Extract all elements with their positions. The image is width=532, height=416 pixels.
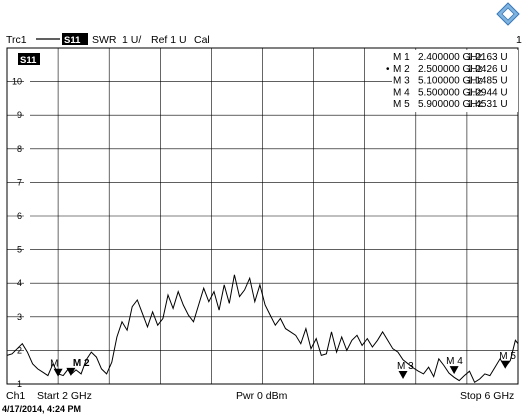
y-tick-label: 5 (17, 245, 22, 255)
marker-table-value: 1.2163 U (467, 52, 508, 63)
param-badge-text: S11 (64, 35, 81, 46)
marker-table-frequency: 2.400000 GHz (418, 52, 483, 63)
marker-table-id: M 2 (393, 64, 410, 75)
marker-triangle (53, 368, 63, 377)
y-tick-label: 2 (17, 345, 22, 355)
y-tick-label: 3 (17, 312, 22, 322)
trace-name: Trc1 (6, 34, 27, 46)
marker-table-frequency: 2.500000 GHz (418, 64, 483, 75)
marker-triangle (449, 366, 459, 375)
y-tick-labels: 2 3 4 5 6 7 8 9 10 1 (12, 77, 30, 389)
marker-table-value: 1.2944 U (467, 87, 508, 98)
y-tick-label: 4 (17, 278, 22, 288)
marker-table-value: 1.4531 U (467, 99, 508, 110)
trace-s11 (6, 274, 519, 384)
channel-label: Ch1 (6, 390, 25, 402)
markers: M M 2 M 3 M 4 M 5 (50, 351, 516, 380)
marker-table-id: M 5 (393, 99, 410, 110)
marker-table-id: M 4 (393, 87, 410, 98)
trace-ref: Ref 1 U (151, 34, 187, 46)
marker-label: M 2 (73, 358, 90, 369)
plot-param-badge (18, 53, 40, 65)
y-tick-label: 1 (17, 379, 22, 389)
channel-number: 1 (516, 34, 522, 46)
marker-label: M 4 (446, 356, 463, 367)
trace-scale: 1 U/ (122, 34, 141, 46)
power-level: Pwr 0 dBm (236, 390, 288, 402)
marker-table-id: M 1 (393, 52, 410, 63)
marker-table-id: M 3 (393, 76, 410, 87)
y-tick-label: 8 (17, 144, 22, 154)
marker-table-frequency: 5.500000 GHz (418, 87, 483, 98)
plot-param-text: S11 (20, 55, 37, 66)
marker-table-value: 1.2426 U (467, 64, 508, 75)
marker-table-frequency: 5.900000 GHz (418, 99, 483, 110)
stop-frequency: Stop 6 GHz (460, 390, 514, 402)
start-frequency: Start 2 GHz (37, 390, 92, 402)
marker-triangle (398, 371, 408, 380)
cal-status: Cal (194, 34, 210, 46)
marker-label: M (50, 359, 58, 370)
trace-format: SWR (92, 34, 117, 46)
y-tick-label: 6 (17, 211, 22, 221)
marker-triangle (500, 360, 510, 369)
rohde-schwarz-logo-icon (496, 2, 520, 26)
marker-label: M 3 (397, 361, 414, 372)
marker-table-frequency: 5.100000 GHz (418, 76, 483, 87)
y-tick-label: 10 (12, 77, 22, 87)
y-tick-label: 7 (17, 177, 22, 187)
marker-triangle (66, 367, 76, 376)
param-badge (62, 33, 88, 45)
marker-table-bg (392, 50, 518, 112)
marker-label: M 5 (499, 351, 516, 362)
marker-table-value: 1.1485 U (467, 76, 508, 87)
timestamp: 4/17/2014, 4:24 PM (2, 404, 81, 414)
y-tick-label: 9 (17, 110, 22, 120)
active-marker-dot: • (386, 64, 390, 75)
